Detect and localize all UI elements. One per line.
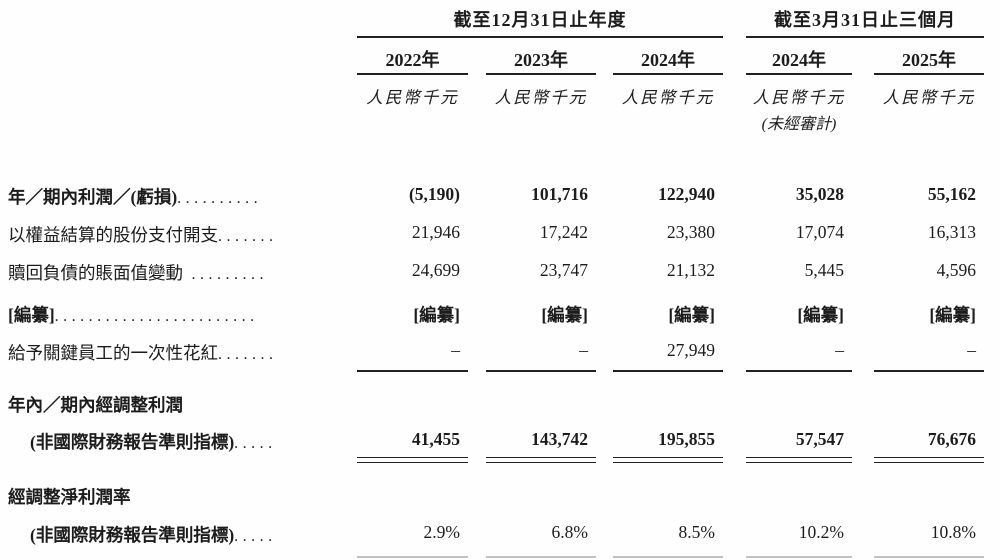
value-cell: 8.5% <box>678 522 715 542</box>
value-cell: 2.9% <box>423 522 460 542</box>
table-row-profit-loss: 年／期內利潤／(虧損).......... (5,190) 101,716 12… <box>0 184 1000 210</box>
year-header-2024: 2024年 <box>641 50 695 70</box>
row-label: (非國際財務報告準則指標)..... <box>30 525 277 545</box>
value-cell: [編纂] <box>929 305 976 325</box>
value-cell: [編纂] <box>413 305 460 325</box>
subtotal-rule <box>613 370 723 372</box>
row-label: 年／期內利潤／(虧損).......... <box>8 187 263 207</box>
leader-dots: ......... <box>183 266 268 283</box>
subtotal-rule <box>357 370 468 372</box>
table-row-one-off-bonus: 給予關鍵員工的一次性花紅....... – – 27,949 – – <box>0 340 1000 366</box>
value-cell: 21,946 <box>411 222 460 242</box>
leader-dots: ..... <box>234 435 277 452</box>
value-cell: [編纂] <box>668 305 715 325</box>
total-double-rule <box>357 457 468 463</box>
subtotal-rule <box>486 370 596 372</box>
table-row-adjusted-profit: (非國際財務報告準則指標)..... 41,455 143,742 195,85… <box>0 429 1000 455</box>
unit-label: 人民幣千元 <box>752 88 846 107</box>
year-rule <box>357 73 468 75</box>
subtotal-rule <box>874 370 984 372</box>
row-label: (非國際財務報告準則指標)..... <box>30 432 277 452</box>
unit-label: 人民幣千元 <box>366 88 459 107</box>
value-cell: – <box>967 340 976 360</box>
table-row-adjusted-margin-heading: 經調整淨利潤率 <box>0 484 1000 510</box>
table-row-redacted: [編纂]........................ [編纂] [編纂] [… <box>0 302 1000 328</box>
value-cell: 23,747 <box>539 260 588 280</box>
value-cell: 24,699 <box>411 260 460 280</box>
table-row-adjusted-profit-heading: 年內／期內經調整利潤 <box>0 392 1000 418</box>
value-cell: 195,855 <box>658 429 715 449</box>
total-double-rule <box>613 457 723 463</box>
value-cell: (5,190) <box>408 184 460 204</box>
period-group-quarter-rule <box>746 36 984 38</box>
total-double-rule <box>746 457 852 463</box>
year-rule <box>874 73 984 75</box>
value-cell: 143,742 <box>531 429 588 449</box>
value-cell: 17,074 <box>795 222 844 242</box>
value-cell: 17,242 <box>539 222 588 242</box>
leader-dots: ....... <box>218 228 278 245</box>
value-cell: 10.8% <box>930 522 976 542</box>
year-header-2022: 2022年 <box>385 50 440 70</box>
cropped-bottom-rule <box>874 556 984 558</box>
value-cell: 57,547 <box>795 429 844 449</box>
unit-label: 人民幣千元 <box>882 88 976 107</box>
year-header-2023: 2023年 <box>514 50 568 70</box>
value-cell: 76,676 <box>927 429 976 449</box>
year-rule <box>746 73 852 75</box>
subtotal-rule <box>746 370 852 372</box>
cropped-bottom-rule <box>486 556 596 558</box>
leader-dots: ..... <box>234 528 277 545</box>
period-group-annual-title: 截至12月31日止年度 <box>453 10 627 30</box>
row-label: 經調整淨利潤率 <box>8 487 131 507</box>
row-label: 給予關鍵員工的一次性花紅....... <box>8 343 278 363</box>
value-cell: 16,313 <box>927 222 976 242</box>
value-cell: 23,380 <box>666 222 715 242</box>
value-cell: 55,162 <box>927 184 976 204</box>
value-cell: 122,940 <box>658 184 715 204</box>
value-cell: [編纂] <box>541 305 588 325</box>
cropped-bottom-rule <box>613 556 723 558</box>
total-double-rule <box>874 457 984 463</box>
leader-dots: ....... <box>218 346 278 363</box>
cropped-bottom-rule <box>357 556 468 558</box>
value-cell: 6.8% <box>551 522 588 542</box>
value-cell: 21,132 <box>666 260 715 280</box>
value-cell: 35,028 <box>795 184 844 204</box>
total-double-rule <box>486 457 596 463</box>
value-cell: – <box>451 340 460 360</box>
value-cell: – <box>579 340 588 360</box>
leader-dots: .......... <box>177 190 263 207</box>
year-rule <box>613 73 723 75</box>
value-cell: 41,455 <box>411 429 460 449</box>
year-header-2024-q1: 2024年 <box>772 50 826 70</box>
year-header-2025-q1: 2025年 <box>902 50 956 70</box>
table-row-share-payment: 以權益結算的股份支付開支....... 21,946 17,242 23,380… <box>0 222 1000 248</box>
table-row-adjusted-margin: (非國際財務報告準則指標)..... 2.9% 6.8% 8.5% 10.2% … <box>0 522 1000 548</box>
row-label: [編纂]........................ <box>8 305 259 325</box>
unit-label: 人民幣千元 <box>494 88 588 107</box>
value-cell: 27,949 <box>666 340 715 360</box>
leader-dots: ........................ <box>54 308 259 325</box>
value-cell: 5,445 <box>804 260 844 280</box>
unaudited-note: (未經審計) <box>761 116 837 133</box>
table-row-redemption-liabilities: 贖回負債的賬面值變動 ......... 24,699 23,747 21,13… <box>0 260 1000 286</box>
value-cell: 4,596 <box>936 260 976 280</box>
cropped-bottom-rule <box>746 556 852 558</box>
value-cell: 101,716 <box>531 184 588 204</box>
period-group-quarter-title: 截至3月31日止三個月 <box>774 10 956 30</box>
row-label: 以權益結算的股份支付開支....... <box>8 225 278 245</box>
value-cell: [編纂] <box>797 305 844 325</box>
value-cell: 10.2% <box>798 522 844 542</box>
row-label: 贖回負債的賬面值變動 ......... <box>8 263 268 283</box>
value-cell: – <box>835 340 844 360</box>
period-group-annual-rule <box>357 36 723 38</box>
year-rule <box>486 73 596 75</box>
unit-label: 人民幣千元 <box>621 88 715 107</box>
row-label: 年內／期內經調整利潤 <box>8 395 183 415</box>
